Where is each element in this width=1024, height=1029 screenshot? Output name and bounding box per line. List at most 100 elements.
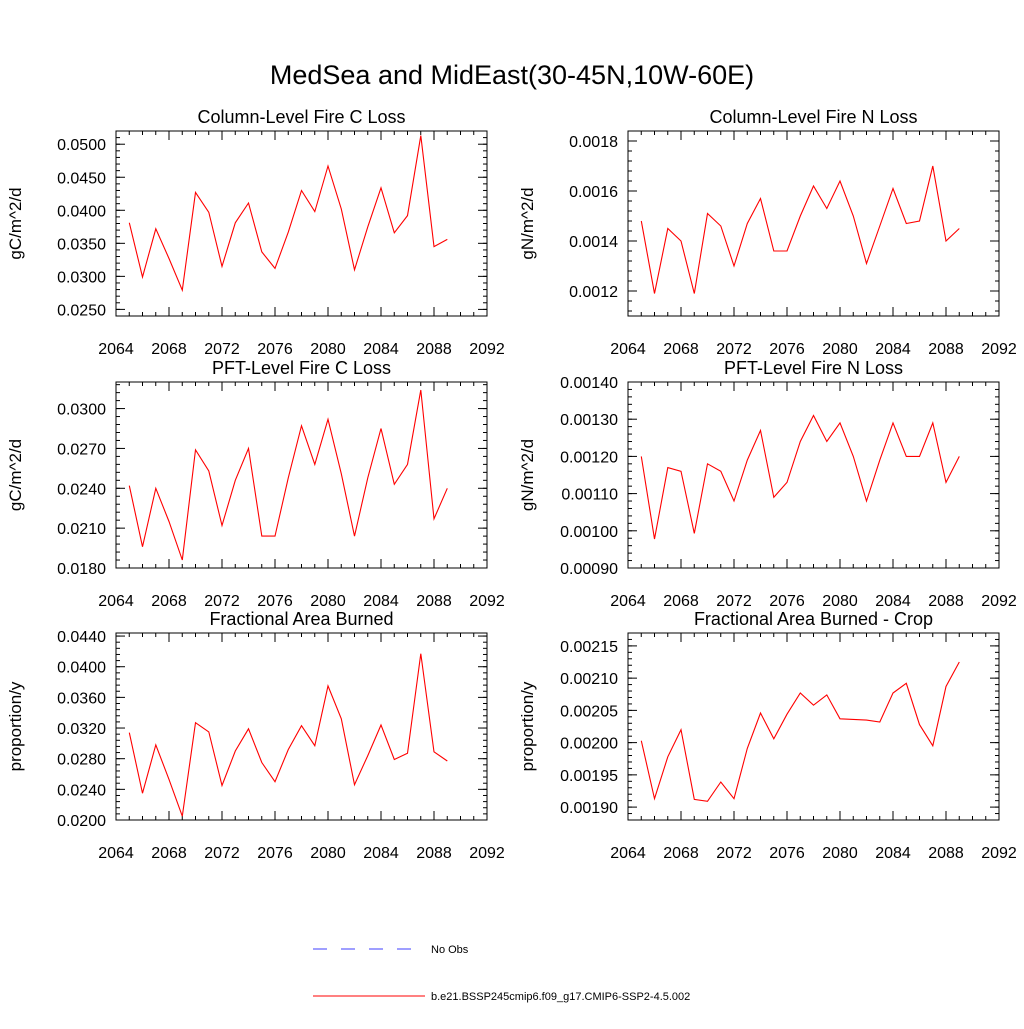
y-tick-label: 0.0012: [569, 284, 618, 301]
x-tick-label: 2080: [822, 341, 858, 358]
y-tick-label: 0.00190: [560, 800, 618, 817]
x-tick-label: 2068: [151, 341, 187, 358]
x-tick-label: 2068: [663, 341, 699, 358]
x-tick-label: 2080: [822, 593, 858, 610]
y-tick-label: 0.0320: [57, 721, 106, 738]
y-tick-label: 0.00090: [560, 561, 618, 578]
x-tick-label: 2076: [257, 593, 293, 610]
x-tick-label: 2076: [257, 341, 293, 358]
x-tick-label: 2064: [98, 845, 134, 862]
series-line: [640, 414, 960, 540]
x-tick-label: 2064: [98, 593, 134, 610]
x-tick-label: 2068: [151, 593, 187, 610]
x-tick-label: 2072: [716, 593, 752, 610]
panel-title: Column-Level Fire N Loss: [709, 107, 917, 127]
y-tick-label: 0.0014: [569, 234, 618, 251]
y-tick-label: 0.00120: [560, 449, 618, 466]
legend-label-no-obs: No Obs: [431, 944, 469, 956]
y-axis-label: proportion/y: [6, 681, 25, 771]
panels: Column-Level Fire C Loss gC/m^2/d 2064 2068…: [6, 107, 1017, 862]
y-tick-label: 0.0450: [57, 170, 106, 187]
legend: No Obs b.e21.BSSP245cmip6.f09_g17.CMIP6-…: [313, 944, 690, 1003]
x-tick-label: 2064: [610, 845, 646, 862]
y-tick-label: 0.00100: [560, 524, 618, 541]
y-tick-label: 0.00215: [560, 639, 618, 656]
panel-title: Fractional Area Burned - Crop: [694, 609, 933, 629]
x-tick-label: 2084: [875, 845, 911, 862]
x-tick-label: 2072: [204, 341, 240, 358]
series-line: [128, 389, 448, 561]
x-tick-label: 2092: [981, 341, 1017, 358]
y-axis-label: gN/m^2/d: [518, 187, 537, 259]
y-tick-label: 0.0270: [57, 441, 106, 458]
y-tick-label: 0.0280: [57, 752, 106, 769]
x-tick-label: 2088: [416, 593, 452, 610]
y-tick-label: 0.0400: [57, 660, 106, 677]
figure-title: MedSea and MidEast(30-45N,10W-60E): [270, 60, 754, 90]
x-tick-label: 2076: [769, 845, 805, 862]
x-tick-label: 2092: [981, 593, 1017, 610]
x-tick-label: 2088: [928, 845, 964, 862]
x-tick-label: 2088: [416, 341, 452, 358]
series-line: [128, 135, 448, 293]
x-tick-label: 2068: [663, 593, 699, 610]
x-tick-label: 2076: [769, 341, 805, 358]
chart-panel-3: PFT-Level Fire C Loss gC/m^2/d 2064 2068 207…: [6, 358, 505, 610]
y-tick-label: 0.0210: [57, 521, 106, 538]
y-tick-label: 0.00205: [560, 703, 618, 720]
y-tick-label: 0.0200: [57, 813, 106, 830]
x-tick-label: 2080: [310, 593, 346, 610]
x-tick-label: 2092: [981, 845, 1017, 862]
y-tick-label: 0.00200: [560, 736, 618, 753]
series-line: [640, 661, 960, 802]
x-tick-label: 2064: [610, 593, 646, 610]
y-tick-label: 0.00140: [560, 375, 618, 392]
x-tick-label: 2084: [363, 593, 399, 610]
y-tick-label: 0.0400: [57, 203, 106, 220]
panel-title: Column-Level Fire C Loss: [197, 107, 405, 127]
y-tick-label: 0.0240: [57, 481, 106, 498]
y-tick-label: 0.0300: [57, 269, 106, 286]
plot-frame: [627, 632, 1000, 821]
y-tick-label: 0.0440: [57, 629, 106, 646]
x-tick-label: 2076: [769, 593, 805, 610]
y-tick-label: 0.0350: [57, 236, 106, 253]
y-tick-label: 0.0250: [57, 302, 106, 319]
chart-panel-6: Fractional Area Burned - Crop proportion/…: [518, 609, 1017, 862]
x-tick-label: 2064: [98, 341, 134, 358]
plot-frame: [627, 381, 1000, 569]
y-tick-label: 0.00195: [560, 768, 618, 785]
y-axis-label: proportion/y: [518, 681, 537, 771]
series-line: [640, 165, 960, 294]
y-tick-label: 0.0180: [57, 561, 106, 578]
chart-panel-2: Column-Level Fire N Loss gN/m^2/d 2064 2068…: [518, 107, 1017, 358]
x-tick-label: 2080: [310, 341, 346, 358]
x-tick-label: 2088: [416, 845, 452, 862]
x-tick-label: 2092: [469, 341, 505, 358]
y-tick-label: 0.0016: [569, 184, 618, 201]
x-tick-label: 2084: [363, 341, 399, 358]
x-tick-label: 2088: [928, 341, 964, 358]
x-tick-label: 2072: [204, 845, 240, 862]
x-tick-label: 2072: [716, 341, 752, 358]
x-tick-label: 2084: [363, 845, 399, 862]
panel-title: Fractional Area Burned: [209, 609, 393, 629]
x-tick-label: 2084: [875, 593, 911, 610]
x-tick-label: 2092: [469, 593, 505, 610]
x-tick-label: 2088: [928, 593, 964, 610]
chart-panel-5: Fractional Area Burned proportion/y 2064 20…: [6, 609, 505, 862]
chart-panel-1: Column-Level Fire C Loss gC/m^2/d 2064 2068…: [6, 107, 505, 358]
x-tick-label: 2084: [875, 341, 911, 358]
y-axis-label: gC/m^2/d: [6, 187, 25, 259]
x-tick-label: 2068: [663, 845, 699, 862]
x-tick-label: 2080: [310, 845, 346, 862]
legend-label-model: b.e21.BSSP245cmip6.f09_g17.CMIP6-SSP2-4.…: [431, 991, 690, 1003]
x-tick-label: 2072: [716, 845, 752, 862]
y-tick-label: 0.00110: [561, 487, 618, 504]
panel-title: PFT-Level Fire N Loss: [724, 358, 903, 378]
series-line: [128, 653, 448, 817]
x-tick-label: 2072: [204, 593, 240, 610]
y-tick-label: 0.0240: [57, 782, 106, 799]
x-tick-label: 2080: [822, 845, 858, 862]
